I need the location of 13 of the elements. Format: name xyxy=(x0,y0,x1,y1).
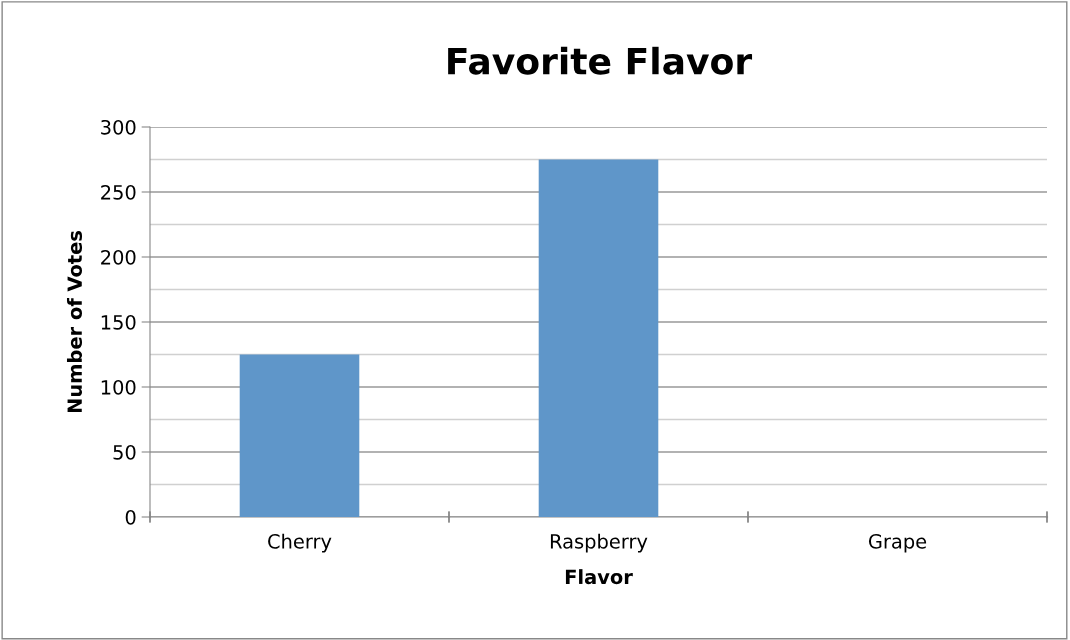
x-tick-label: Grape xyxy=(868,534,927,553)
y-tick-label: 150 xyxy=(101,314,136,330)
x-axis-title: Flavor xyxy=(565,569,633,585)
y-tick-label: 0 xyxy=(125,509,136,525)
y-tick-label: 100 xyxy=(101,379,136,395)
y-tick-label: 250 xyxy=(101,184,136,200)
x-tick-label: Raspberry xyxy=(550,533,648,553)
x-tick-label: Cherry xyxy=(268,533,332,553)
y-tick-label: 300 xyxy=(101,119,136,135)
y-tick-label: 200 xyxy=(101,249,136,265)
y-tick-label: 50 xyxy=(113,444,136,460)
chart-title: Favorite Flavor xyxy=(448,46,753,75)
y-axis-title: Number of Votes xyxy=(66,231,83,413)
